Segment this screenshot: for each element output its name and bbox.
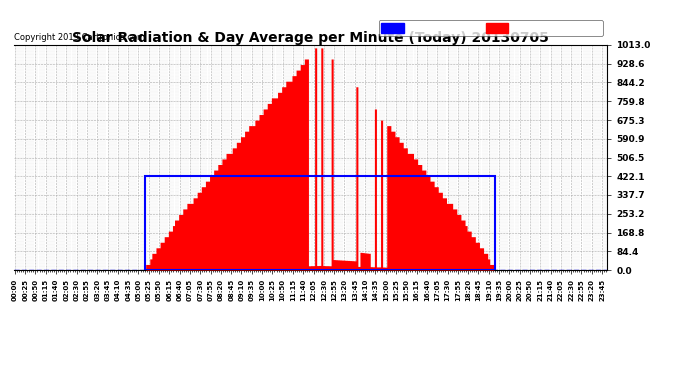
Title: Solar Radiation & Day Average per Minute (Today) 20130705: Solar Radiation & Day Average per Minute… [72, 31, 549, 45]
Bar [145, 176, 495, 270]
Legend: Median (W/m2), Radiation (W/m2): Median (W/m2), Radiation (W/m2) [379, 20, 602, 36]
Text: Copyright 2013 Cartronics.com: Copyright 2013 Cartronics.com [14, 33, 146, 42]
